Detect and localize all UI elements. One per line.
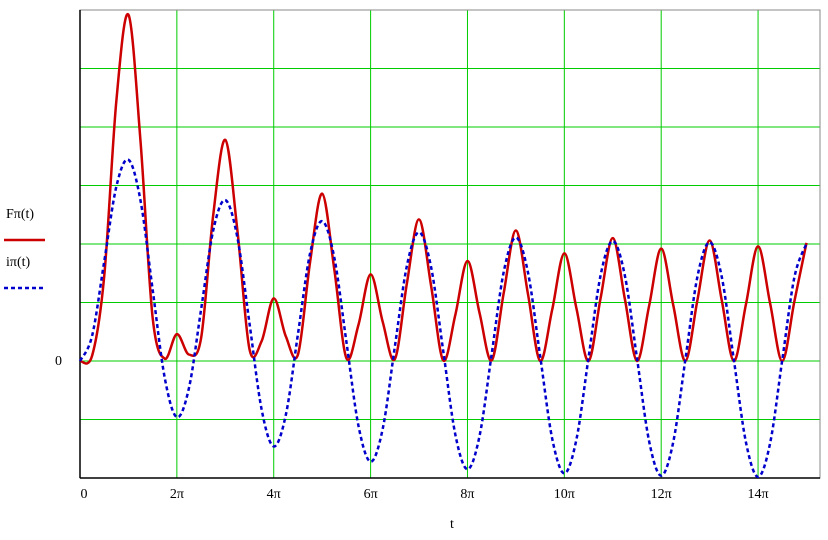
x-tick-label: 10π <box>554 487 575 502</box>
legend-label: iπ(t) <box>6 255 31 270</box>
x-tick-label: 14π <box>748 487 769 502</box>
x-axis-label: t <box>450 517 454 532</box>
series-line <box>78 158 808 479</box>
x-tick-label: 6π <box>364 487 378 502</box>
y-tick-label: 0 <box>55 354 62 369</box>
x-tick-label: 2π <box>170 487 184 502</box>
x-tick-label: 0 <box>81 487 88 502</box>
legend-label: Fπ(t) <box>6 207 34 222</box>
series-line <box>79 12 808 365</box>
x-tick-label: 8π <box>460 487 474 502</box>
x-tick-label: 12π <box>651 487 672 502</box>
x-tick-label: 4π <box>267 487 281 502</box>
